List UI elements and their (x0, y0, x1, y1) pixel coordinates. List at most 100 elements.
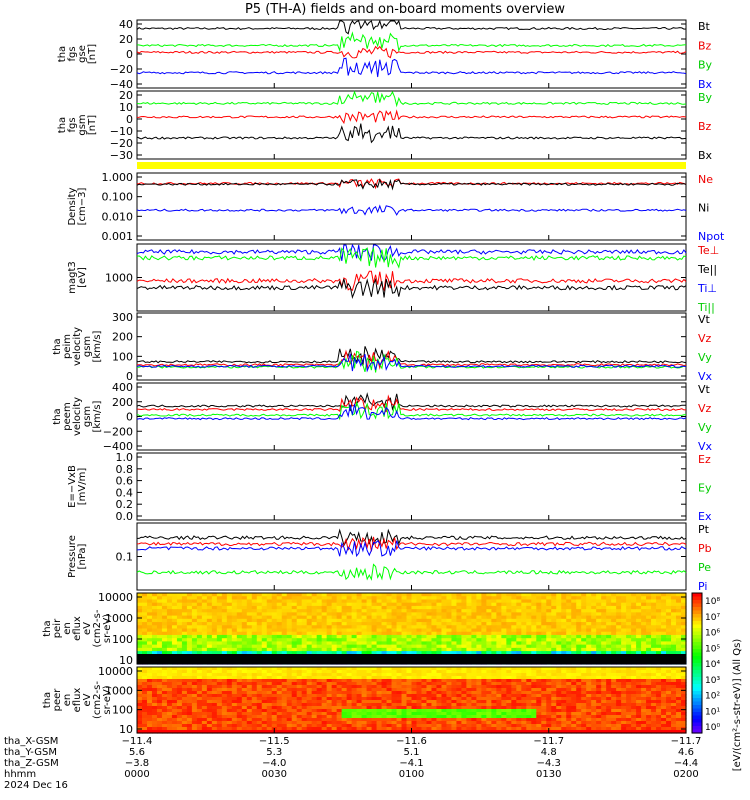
heatmap-cell (137, 599, 143, 604)
heatmap-cell (611, 612, 617, 617)
heatmap-cell (281, 622, 288, 626)
heatmap-cell (206, 638, 213, 643)
heatmap-cell (161, 644, 168, 649)
heatmap-cell (211, 625, 218, 630)
heatmap-cell (501, 667, 507, 671)
heatmap-cell (641, 644, 647, 649)
heatmap-cell (381, 612, 388, 617)
heatmap-cell (411, 631, 418, 636)
heatmap-cell (506, 667, 512, 671)
heatmap-cell (326, 679, 333, 683)
heatmap-cell (231, 727, 238, 731)
heatmap-cell (591, 599, 597, 604)
heatmap-cell (266, 700, 273, 704)
heatmap-cell (521, 647, 527, 652)
heatmap-cell (206, 712, 213, 716)
heatmap-cell (396, 673, 403, 677)
heatmap-cell (506, 673, 512, 677)
heatmap-cell (166, 688, 173, 692)
heatmap-cell (651, 709, 657, 713)
heatmap-cell (636, 679, 642, 683)
heatmap-cell (406, 715, 413, 719)
heatmap-cell (476, 703, 482, 707)
heatmap-cell (516, 697, 522, 701)
heatmap-cell (236, 676, 243, 680)
heatmap-cell (546, 625, 552, 630)
heatmap-cell (641, 673, 647, 677)
heatmap-cell (371, 679, 378, 683)
heatmap-cell (346, 596, 353, 601)
heatmap-cell (476, 605, 482, 610)
heatmap-cell (546, 602, 552, 607)
heatmap-cell (456, 715, 463, 719)
heatmap-cell (441, 638, 448, 643)
heatmap-cell (216, 670, 223, 674)
heatmap-cell (456, 682, 463, 686)
heatmap-cell (296, 700, 303, 704)
heatmap-cell (331, 709, 338, 713)
heatmap-cell (486, 715, 492, 719)
heatmap-cell (576, 703, 582, 707)
heatmap-cell (176, 706, 183, 710)
heatmap-cell (636, 609, 642, 613)
heatmap-cell (246, 718, 253, 722)
heatmap-cell (486, 618, 492, 623)
heatmap-cell (231, 709, 238, 713)
heatmap-cell (231, 697, 238, 701)
heatmap-cell (271, 599, 278, 604)
heatmap-cell (546, 631, 552, 636)
heatmap-cell (221, 609, 228, 613)
heatmap-cell (156, 688, 163, 692)
heatmap-cell (301, 628, 308, 633)
heatmap-cell (586, 688, 592, 692)
heatmap-cell (281, 670, 288, 674)
heatmap-cell (236, 694, 243, 698)
heatmap-cell (156, 667, 163, 671)
heatmap-cell (181, 615, 188, 620)
heatmap-cell (556, 602, 562, 607)
heatmap-cell (406, 638, 413, 643)
heatmap-cell (366, 682, 373, 686)
heatmap-cell (251, 634, 258, 639)
heatmap-cell (441, 651, 448, 655)
heatmap-cell (206, 615, 213, 620)
heatmap-cell (421, 703, 428, 707)
heatmap-cell (206, 721, 213, 725)
heatmap-cell (506, 691, 512, 695)
heatmap-cell (341, 700, 348, 704)
heatmap-cell (137, 673, 143, 677)
heatmap-cell (346, 593, 353, 597)
heatmap-cell (601, 596, 607, 601)
heatmap-cell (166, 612, 173, 617)
heatmap-cell (226, 706, 233, 710)
heatmap-cell (346, 715, 353, 719)
y-tick-label: 10000 (98, 591, 133, 604)
heatmap-cell (391, 685, 398, 689)
heatmap-cell (246, 647, 253, 652)
heatmap-cell (146, 667, 153, 671)
heatmap-cell (501, 622, 507, 626)
heatmap-cell (211, 724, 218, 728)
heatmap-cell (311, 679, 318, 683)
heatmap-cell (151, 700, 158, 704)
heatmap-cell (241, 685, 248, 689)
heatmap-cell (196, 605, 203, 610)
heatmap-cell (591, 612, 597, 617)
heatmap-cell (336, 697, 343, 701)
heatmap-cell (281, 709, 288, 713)
heatmap-cell (271, 641, 278, 646)
heatmap-cell (351, 685, 358, 689)
heatmap-cell (386, 685, 393, 689)
heatmap-cell (226, 715, 233, 719)
heatmap-cell (346, 679, 353, 683)
heatmap-cell (681, 602, 687, 607)
heatmap-cell (661, 612, 667, 617)
heatmap-cell (261, 625, 268, 630)
heatmap-cell (616, 651, 622, 655)
heatmap-cell (291, 703, 298, 707)
heatmap-cell (201, 651, 208, 655)
heatmap-cell (231, 641, 238, 646)
heatmap-cell (546, 712, 552, 716)
heatmap-cell (186, 688, 193, 692)
heatmap-cell (666, 679, 672, 683)
